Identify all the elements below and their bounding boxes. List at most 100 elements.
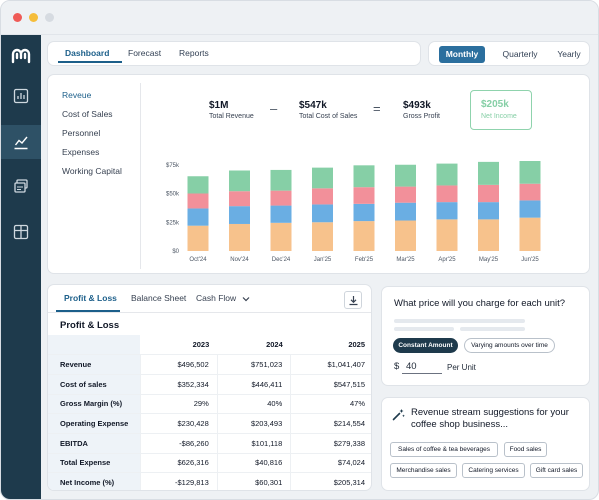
- suggestion-chip[interactable]: Catering services: [462, 463, 525, 478]
- row-label: Gross Margin (%): [48, 394, 140, 415]
- period-monthly-button[interactable]: Monthly: [439, 46, 485, 63]
- tab-cash-flow[interactable]: Cash Flow: [196, 293, 237, 303]
- table-row: Revenue $496,502 $751,023 $1,041,407: [48, 354, 371, 375]
- chart-bar-segment: [353, 187, 375, 204]
- cell: $214,554: [290, 413, 371, 434]
- chart-bar-segment: [187, 176, 209, 194]
- pl-year-2025: 2025: [290, 335, 371, 356]
- chevron-down-icon[interactable]: [242, 296, 250, 302]
- statement-tabs: Profit & Loss Balance Sheet Cash Flow: [48, 285, 371, 313]
- period-quarterly-button[interactable]: Quarterly: [502, 49, 538, 59]
- currency-symbol: $: [394, 361, 400, 372]
- menu-item-personnel[interactable]: Personnel: [62, 128, 101, 138]
- sidebar-item-grid[interactable]: [1, 215, 41, 249]
- chart-bar-segment: [187, 225, 209, 251]
- sidebar-item-reports[interactable]: [1, 79, 41, 113]
- chart-bar-segment: [229, 206, 250, 224]
- x-tick-label: May'25: [479, 257, 499, 263]
- minimize-window-button[interactable]: [29, 13, 38, 22]
- close-window-button[interactable]: [13, 13, 22, 22]
- chart-bar-segment: [187, 193, 209, 209]
- download-icon: [349, 296, 358, 306]
- tab-dashboard[interactable]: Dashboard: [65, 48, 110, 58]
- gross-profit-label: Gross Profit: [403, 113, 440, 120]
- chart-bar-segment: [270, 190, 292, 206]
- download-button[interactable]: [344, 291, 362, 309]
- menu-item-working-capital[interactable]: Working Capital: [62, 166, 122, 176]
- row-label: Total Expense: [48, 453, 140, 474]
- suggestion-chip[interactable]: Merchandise sales: [390, 463, 457, 478]
- tab-profit-loss[interactable]: Profit & Loss: [64, 293, 117, 303]
- cell: $1,041,407: [290, 354, 371, 375]
- row-label: Operating Expense: [48, 413, 140, 434]
- bar-chart-box-icon: [13, 88, 29, 104]
- suggestion-chip[interactable]: Gift card sales: [530, 463, 583, 478]
- suggestion-chip[interactable]: Sales of coffee & tea beverages: [390, 442, 498, 457]
- cell: $40,816: [216, 453, 291, 474]
- app-logo-icon: [11, 48, 31, 64]
- chart-bar-segment: [395, 220, 416, 251]
- tab-reports[interactable]: Reports: [179, 48, 209, 58]
- sidebar: [1, 35, 41, 499]
- chart-bar-segment: [187, 208, 209, 226]
- price-input[interactable]: 40: [402, 359, 442, 374]
- chart-bar-segment: [519, 183, 541, 201]
- cell: 40%: [216, 394, 291, 415]
- suggestion-chip[interactable]: Food sales: [504, 442, 547, 457]
- chart-bar-segment: [312, 204, 333, 223]
- title-bar: [1, 1, 598, 35]
- cell: $352,334: [139, 374, 218, 395]
- y-tick-label: $25k: [166, 220, 180, 226]
- maximize-window-button[interactable]: [45, 13, 54, 22]
- revenue-stream-title: Revenue stream suggestions for your coff…: [411, 407, 569, 430]
- total-revenue-value: $1M: [209, 100, 229, 111]
- cell: $446,411: [216, 374, 291, 395]
- main-nav: Dashboard Forecast Reports: [47, 41, 421, 66]
- x-tick-label: Dec'24: [272, 257, 291, 263]
- cell: $230,428: [139, 413, 218, 434]
- pl-header-row: 2023 2024 2025: [48, 335, 371, 356]
- menu-item-cost-of-sales[interactable]: Cost of Sales: [62, 109, 113, 119]
- menu-item-expenses[interactable]: Expenses: [62, 147, 100, 157]
- pl-table-title: Profit & Loss: [60, 320, 120, 331]
- y-tick-label: $0: [172, 249, 179, 255]
- pricing-card: What price will you charge for each unit…: [381, 286, 590, 386]
- x-tick-label: Feb'25: [355, 257, 374, 263]
- cell: -$86,260: [139, 433, 218, 454]
- row-label: Revenue: [48, 354, 140, 375]
- placeholder-line: [460, 327, 525, 331]
- total-cost-value: $547k: [299, 100, 327, 111]
- period-yearly-button[interactable]: Yearly: [557, 49, 581, 59]
- active-tab-indicator: [58, 61, 122, 63]
- pricing-question: What price will you charge for each unit…: [394, 298, 566, 309]
- sidebar-item-dashboard[interactable]: [1, 125, 41, 159]
- varying-amounts-option[interactable]: Varying amounts over time: [464, 338, 555, 353]
- menu-divider: [140, 83, 141, 269]
- chart-bar-segment: [478, 219, 499, 251]
- chart-bar-segment: [395, 186, 416, 203]
- chart-bar-segment: [229, 191, 250, 207]
- constant-amount-option[interactable]: Constant Amount: [393, 338, 458, 353]
- per-unit-label: Per Unit: [447, 363, 476, 372]
- tab-balance-sheet[interactable]: Balance Sheet: [131, 293, 187, 303]
- active-tab-indicator: [56, 310, 120, 312]
- minus-operator: –: [270, 101, 278, 116]
- cell: $203,493: [216, 413, 291, 434]
- tab-forecast[interactable]: Forecast: [128, 48, 162, 58]
- chart-bar-segment: [436, 202, 458, 220]
- placeholder-line: [394, 319, 525, 323]
- x-tick-label: Oct'24: [189, 257, 207, 263]
- gross-profit-value: $493k: [403, 100, 431, 111]
- total-revenue-label: Total Revenue: [209, 113, 254, 120]
- net-income-label: Net Income: [481, 113, 517, 120]
- menu-item-revenue[interactable]: Reveue: [62, 90, 92, 100]
- chart-bar-segment: [436, 219, 458, 251]
- revenue-stream-card: Revenue stream suggestions for your coff…: [381, 397, 590, 491]
- table-row: Total Expense $626,316 $40,816 $74,024: [48, 453, 371, 474]
- chart-bar-segment: [478, 184, 499, 203]
- chart-bar-segment: [312, 188, 333, 205]
- chart-bar-segment: [395, 202, 416, 221]
- sidebar-item-documents[interactable]: [1, 169, 41, 203]
- table-row: EBITDA -$86,260 $101,118 $279,338: [48, 433, 371, 454]
